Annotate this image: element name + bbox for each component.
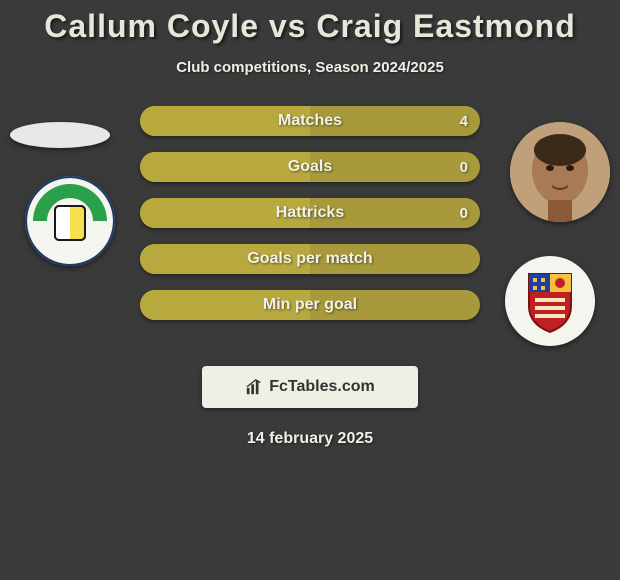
stat-row: Goals per match (140, 244, 480, 274)
stat-value-right: 0 (460, 198, 468, 228)
stat-label: Hattricks (140, 198, 480, 228)
brand-label: FcTables.com (269, 378, 375, 396)
stat-value-right: 4 (460, 106, 468, 136)
date-label: 14 february 2025 (0, 430, 620, 448)
page-title: Callum Coyle vs Craig Eastmond (0, 0, 620, 45)
bar-chart-icon (245, 378, 263, 396)
comparison-chart: Matches4Goals0Hattricks0Goals per matchM… (0, 106, 620, 346)
stat-label: Min per goal (140, 290, 480, 320)
stat-row: Goals0 (140, 152, 480, 182)
stat-label: Goals per match (140, 244, 480, 274)
stat-row: Min per goal (140, 290, 480, 320)
stat-row: Matches4 (140, 106, 480, 136)
subtitle: Club competitions, Season 2024/2025 (0, 59, 620, 76)
stat-label: Goals (140, 152, 480, 182)
brand-box: FcTables.com (202, 366, 418, 408)
stat-row: Hattricks0 (140, 198, 480, 228)
stat-value-right: 0 (460, 152, 468, 182)
stat-label: Matches (140, 106, 480, 136)
